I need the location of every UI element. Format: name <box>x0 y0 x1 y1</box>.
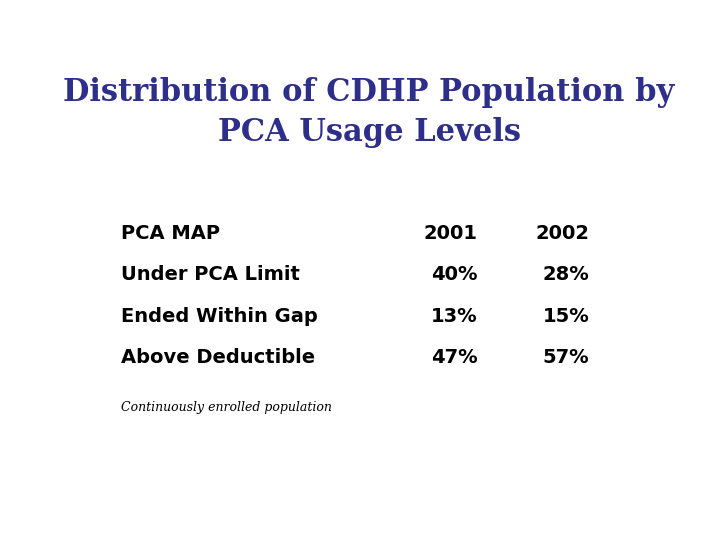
Text: 57%: 57% <box>543 348 590 367</box>
Text: Ended Within Gap: Ended Within Gap <box>121 307 318 326</box>
Text: Continuously enrolled population: Continuously enrolled population <box>121 401 332 414</box>
Text: 13%: 13% <box>431 307 478 326</box>
Text: 47%: 47% <box>431 348 478 367</box>
Text: Under PCA Limit: Under PCA Limit <box>121 265 300 284</box>
Text: PCA MAP: PCA MAP <box>121 224 220 242</box>
Text: 2002: 2002 <box>536 224 590 242</box>
Text: 28%: 28% <box>543 265 590 284</box>
Text: Above Deductible: Above Deductible <box>121 348 315 367</box>
Text: 2001: 2001 <box>424 224 478 242</box>
Text: Distribution of CDHP Population by
PCA Usage Levels: Distribution of CDHP Population by PCA U… <box>63 77 675 147</box>
Text: 40%: 40% <box>431 265 478 284</box>
Text: 15%: 15% <box>543 307 590 326</box>
